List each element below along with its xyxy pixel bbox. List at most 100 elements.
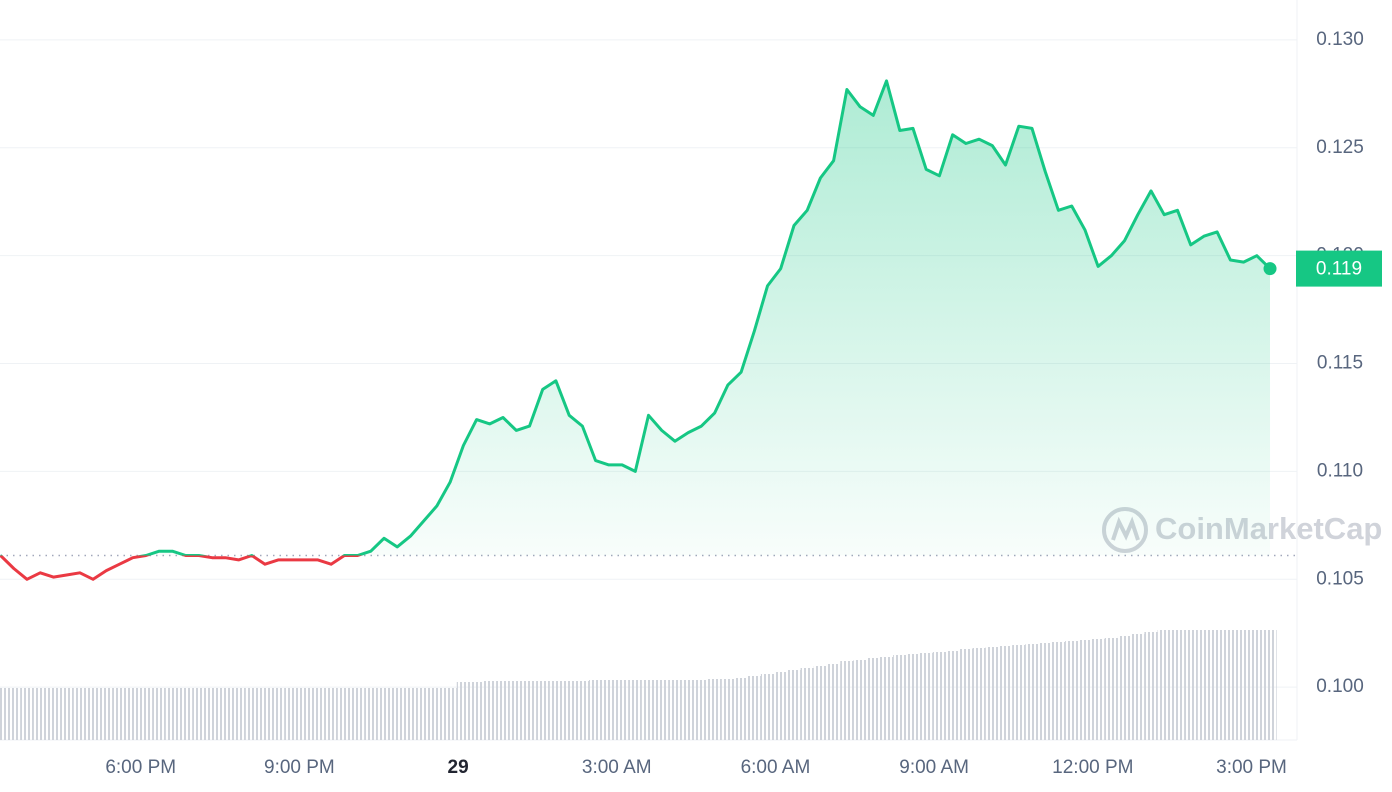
volume-bar xyxy=(760,674,775,740)
volume-bar xyxy=(192,688,206,740)
volume-bar xyxy=(86,688,100,740)
volume-bar xyxy=(496,681,510,740)
volume-bar xyxy=(1144,632,1158,740)
volume-bar xyxy=(179,688,193,740)
volume-bar xyxy=(205,688,219,740)
price-area xyxy=(0,80,1271,580)
volume-bar xyxy=(1157,630,1171,740)
volume-bar xyxy=(959,649,973,740)
volume-bar xyxy=(377,688,391,740)
volume-bar xyxy=(165,688,180,740)
volume-bar xyxy=(562,681,576,740)
volume-bar xyxy=(575,681,589,740)
volume-bar xyxy=(1236,630,1251,740)
volume-bar xyxy=(99,688,113,740)
volume-bar xyxy=(73,688,87,740)
volume-bar xyxy=(298,688,312,740)
volume-bar xyxy=(33,688,47,740)
x-tick-label: 6:00 AM xyxy=(741,757,811,778)
volume-bar xyxy=(1197,630,1211,740)
volume-bar xyxy=(1091,639,1105,740)
volume-bar xyxy=(549,681,563,740)
x-tick-label: 12:00 PM xyxy=(1052,757,1133,778)
y-tick-label: 0.110 xyxy=(1317,460,1363,481)
volume-bar xyxy=(430,688,444,740)
volume-bar xyxy=(906,654,920,740)
volume-bar xyxy=(972,648,986,740)
volume-bar xyxy=(1065,641,1079,740)
volume-bar xyxy=(126,688,140,740)
volume-bar xyxy=(403,688,418,740)
volume-bar xyxy=(469,682,484,740)
volume-bar xyxy=(1184,630,1198,740)
volume-bar xyxy=(919,653,933,740)
volume-bar xyxy=(258,688,272,740)
volume-bar xyxy=(615,680,629,740)
volume-bar xyxy=(20,688,34,740)
price-tag-label: 0.119 xyxy=(1316,259,1362,280)
volume-bar xyxy=(866,658,880,740)
volume-bar xyxy=(827,664,841,740)
y-tick-label: 0.100 xyxy=(1316,676,1364,697)
volume-bar xyxy=(1012,645,1026,740)
volume-bar xyxy=(536,681,550,740)
volume-bar xyxy=(985,647,999,740)
volume-bar xyxy=(641,680,656,740)
volume-bar xyxy=(1038,643,1052,740)
volume-bar xyxy=(879,657,894,740)
volume-bar xyxy=(668,680,682,740)
price-tag xyxy=(1296,250,1382,287)
volume-bar xyxy=(139,688,153,740)
volume-bar xyxy=(522,681,537,740)
current-dot xyxy=(1263,262,1277,276)
y-tick-label: 0.125 xyxy=(1316,137,1364,158)
x-tick-label: 6:00 PM xyxy=(105,757,176,778)
y-tick-label: 0.105 xyxy=(1316,568,1364,589)
x-tick-label: 9:00 PM xyxy=(264,757,335,778)
volume-bar xyxy=(774,672,788,740)
x-tick-label: 3:00 PM xyxy=(1216,757,1287,778)
volume-bar xyxy=(588,680,603,740)
price-line xyxy=(0,79,1272,581)
x-tick-label: 9:00 AM xyxy=(899,757,969,778)
volume-bar xyxy=(231,688,246,740)
volume-bar xyxy=(787,670,801,740)
volume-bar xyxy=(443,688,457,740)
volume-bar xyxy=(946,651,960,740)
volume-bar xyxy=(747,676,761,740)
volume-bar xyxy=(364,688,378,740)
volume-bar xyxy=(1131,634,1145,740)
volume-bar xyxy=(694,680,709,740)
y-tick-label: 0.130 xyxy=(1316,29,1364,50)
volume-bar xyxy=(1117,636,1132,740)
volume-bar xyxy=(509,681,523,740)
x-tick-label: 3:00 AM xyxy=(582,757,652,778)
volume-bar xyxy=(998,646,1013,740)
volume-bar xyxy=(1170,630,1185,740)
volume-bar xyxy=(60,688,74,740)
volume-bar xyxy=(112,688,127,740)
volume-bar xyxy=(734,678,748,740)
volume-bar xyxy=(813,666,828,740)
y-tick-label: 0.115 xyxy=(1317,353,1363,374)
volume-bar xyxy=(271,688,285,740)
volume-bar xyxy=(840,661,854,740)
volume-bar xyxy=(46,688,61,740)
volume-bar xyxy=(1104,638,1118,740)
volume-bar xyxy=(1210,630,1224,740)
volume-bar xyxy=(800,668,814,740)
volume-bar xyxy=(655,680,669,740)
volume-bar xyxy=(1078,640,1092,740)
volume-bar xyxy=(602,680,616,740)
volume-bar xyxy=(1025,644,1039,740)
volume-bar xyxy=(7,688,21,740)
volume-bar xyxy=(456,682,470,740)
x-tick-label: 29 xyxy=(448,757,469,778)
volume-bar xyxy=(1223,630,1237,740)
volume-bar xyxy=(853,660,867,740)
volume-bar xyxy=(1250,630,1264,740)
volume-bar xyxy=(628,680,642,740)
volume-bar xyxy=(708,679,722,740)
